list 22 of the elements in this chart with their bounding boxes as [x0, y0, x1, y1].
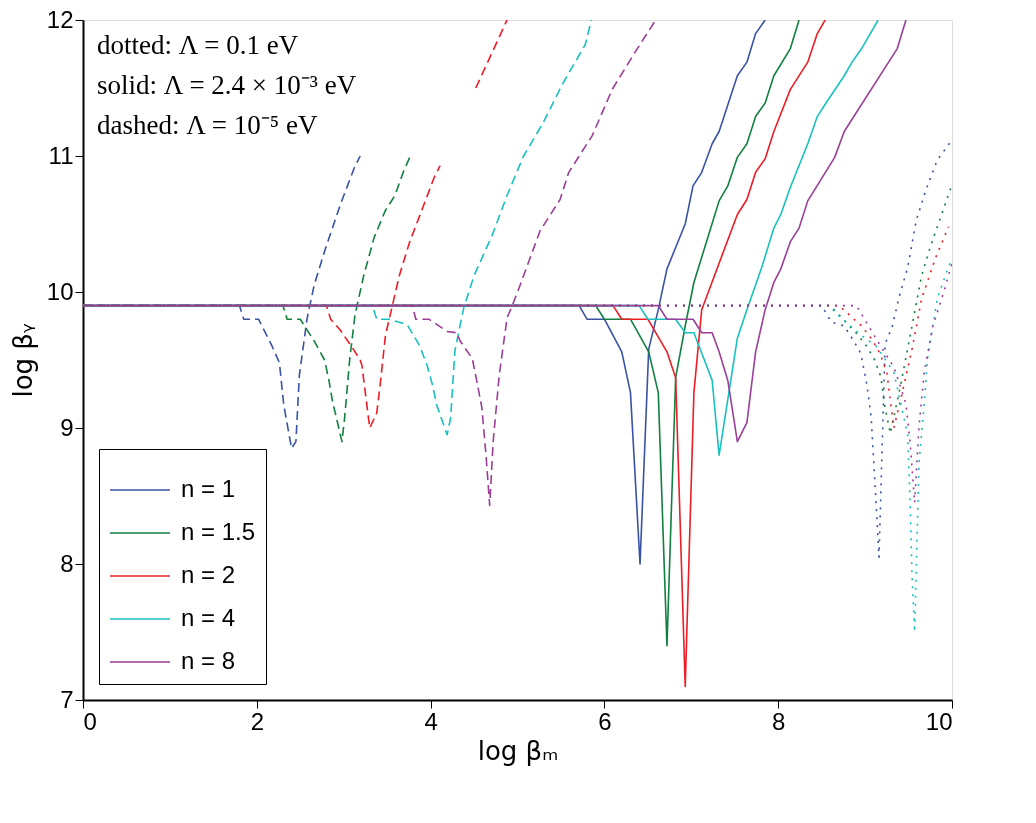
x-tick-label: 4: [424, 707, 438, 735]
y-tick-label: 8: [60, 549, 74, 577]
y-tick-label: 11: [48, 141, 74, 169]
annotation: solid: Λ = 2.4 × 10⁻³ eV: [97, 70, 357, 100]
y-tick-label: 10: [46, 277, 74, 305]
legend-label: n = 2: [181, 561, 236, 588]
legend-label: n = 4: [181, 604, 236, 631]
x-tick-label: 10: [925, 707, 953, 735]
x-tick-label: 0: [83, 707, 97, 735]
y-axis-title: log βᵧ: [7, 323, 38, 398]
x-tick-label: 6: [598, 707, 612, 735]
legend-label: n = 1: [181, 475, 236, 502]
x-tick-label: 2: [250, 707, 264, 735]
y-tick-label: 9: [60, 413, 74, 441]
y-tick-label: 12: [46, 5, 74, 33]
legend-label: n = 1.5: [181, 518, 256, 545]
legend-label: n = 8: [181, 647, 236, 674]
x-tick-label: 8: [772, 707, 786, 735]
annotation: dotted: Λ = 0.1 eV: [97, 30, 299, 60]
y-tick-label: 7: [60, 685, 74, 713]
annotation: dashed: Λ = 10⁻⁵ eV: [97, 110, 318, 140]
x-axis-title: log βₘ: [477, 735, 559, 766]
